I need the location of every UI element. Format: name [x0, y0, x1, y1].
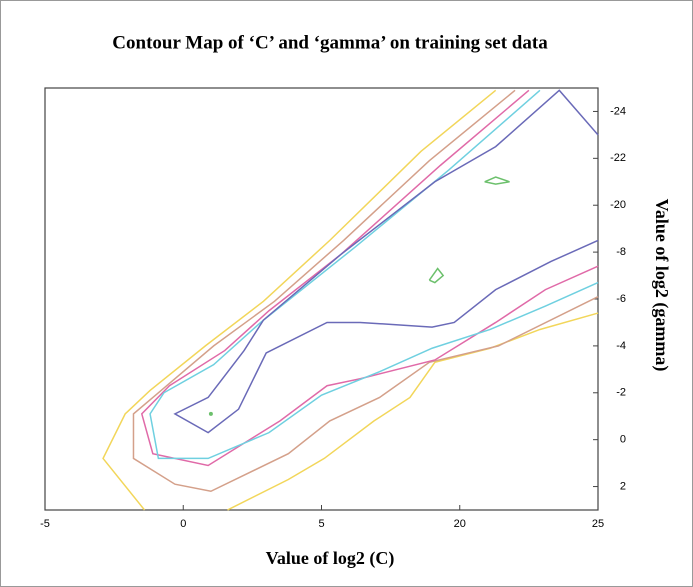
y-tick-label: -20: [610, 199, 626, 211]
y-tick-label: -2: [616, 387, 626, 399]
x-tick-label: -5: [40, 518, 50, 530]
contour-point: [208, 411, 213, 416]
chart-title: Contour Map of ‘C’ and ‘gamma’ on traini…: [112, 32, 548, 53]
x-tick-label: 5: [318, 518, 324, 530]
y-tick-label: 2: [620, 480, 626, 492]
x-tick-label: 20: [454, 518, 466, 530]
x-axis-label: Value of log2 (C): [266, 548, 395, 569]
y-tick-label: -22: [610, 152, 626, 164]
y-tick-label: -4: [616, 340, 626, 352]
contour-line: [132, 89, 599, 493]
contour-line: [484, 176, 510, 185]
y-tick-label: -24: [610, 105, 626, 117]
y-tick-label: 0: [620, 434, 626, 446]
y-axis-label: Value of log2 (gamma): [651, 199, 672, 372]
contour-line: [140, 89, 599, 467]
y-tick-label: -6: [616, 293, 626, 305]
contour-line: [227, 312, 599, 511]
contour-line: [173, 89, 599, 434]
contour-line: [102, 89, 497, 511]
x-tick-label: 0: [180, 518, 186, 530]
contour-line: [428, 267, 445, 284]
y-tick-label: -8: [616, 246, 626, 258]
x-tick-label: 25: [592, 518, 604, 530]
contour-line: [149, 89, 599, 460]
